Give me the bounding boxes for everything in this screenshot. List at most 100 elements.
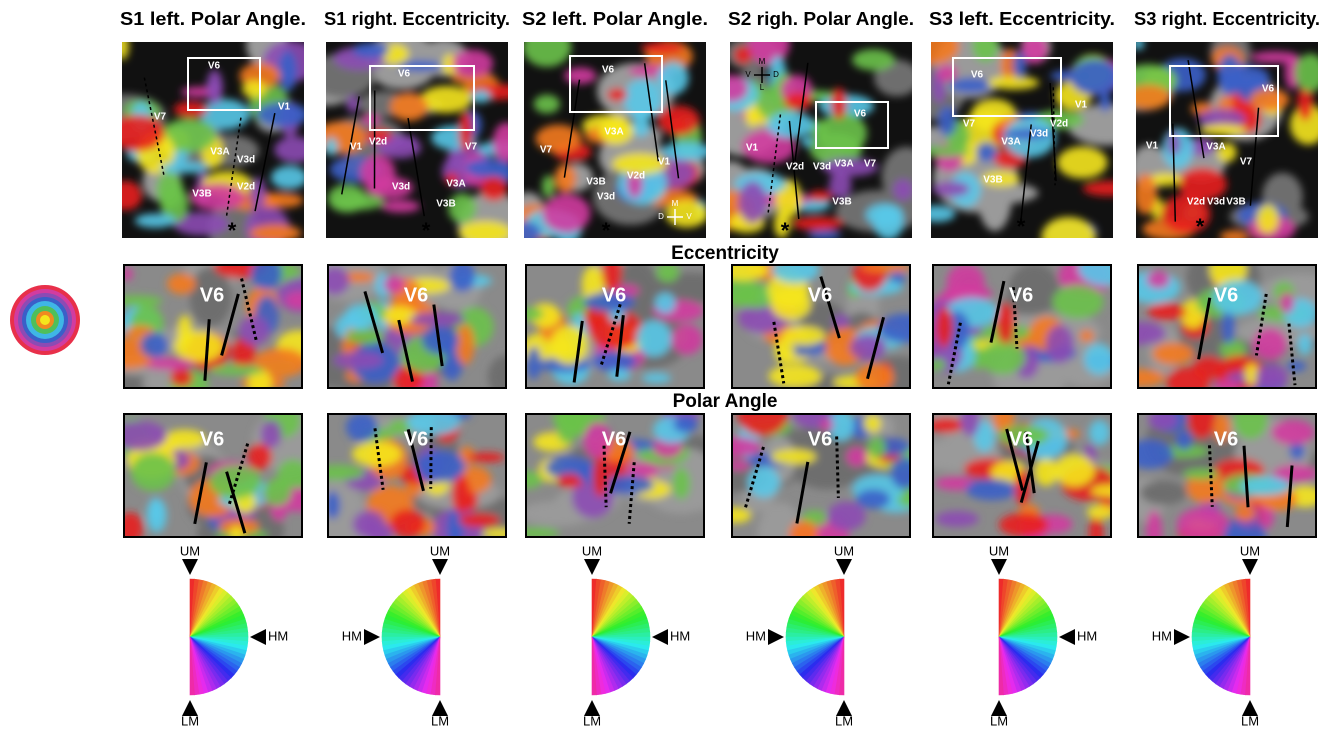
marker-label: LM (1241, 713, 1259, 728)
color-blob (850, 334, 886, 360)
color-blob (891, 457, 918, 490)
region-label: V1 (1146, 141, 1159, 152)
marker-label: UM (582, 543, 602, 558)
color-blob (1127, 85, 1171, 109)
color-blob (384, 276, 406, 293)
marker-arrow (250, 629, 266, 645)
color-blob (390, 92, 428, 121)
region-label: V2d (1187, 197, 1205, 208)
color-blob (1176, 430, 1193, 450)
region-label: V3A (1001, 137, 1020, 148)
region-label: V6 (1262, 84, 1275, 95)
zoom-label: V6 (808, 428, 832, 450)
color-blob (353, 510, 386, 538)
color-blob (1146, 511, 1162, 552)
color-blob (209, 365, 264, 376)
color-blob (468, 452, 505, 463)
region-label: V3d (813, 162, 831, 173)
color-blob (1126, 440, 1173, 470)
gray-patch (1140, 481, 1187, 505)
color-blob (1199, 124, 1246, 135)
color-blob (921, 146, 970, 157)
color-blob (980, 341, 1025, 374)
page: Eccentricity Polar Angle S1 left. Polar … (0, 0, 1330, 732)
panel-image (482, 27, 712, 246)
color-blob (607, 88, 627, 101)
color-blob (714, 75, 748, 102)
color-blob (121, 267, 133, 280)
marker-label: LM (835, 713, 853, 728)
color-blob (160, 162, 209, 173)
row-label: Polar Angle (673, 391, 778, 412)
region-label: V3B (586, 177, 605, 188)
color-blob (1046, 325, 1074, 364)
zoom-label: V6 (404, 428, 428, 450)
compass-label: M (759, 57, 766, 66)
color-blob (852, 49, 895, 70)
color-blob (452, 475, 471, 514)
color-blob (320, 267, 350, 295)
color-blob (278, 50, 297, 91)
color-blob (274, 137, 316, 163)
region-label: V3d (597, 192, 615, 203)
color-blob (112, 295, 163, 306)
color-blob (170, 368, 192, 387)
color-blob (827, 502, 866, 531)
color-blob (771, 449, 817, 464)
color-blob (209, 465, 261, 499)
color-blob (459, 221, 512, 244)
color-blob (772, 257, 819, 283)
color-blob (542, 194, 590, 233)
color-blob (1013, 51, 1027, 78)
color-blob (1079, 330, 1093, 342)
color-blob (131, 453, 176, 491)
color-blob (156, 172, 183, 210)
color-blob (141, 332, 169, 358)
region-label: V2d (1050, 119, 1068, 130)
zoom-label: V6 (404, 284, 428, 306)
marker-label: HM (1077, 628, 1097, 643)
color-blob (1052, 285, 1103, 319)
blobs (916, 384, 1132, 551)
region-label: V1 (746, 143, 759, 154)
color-blob (507, 221, 541, 245)
marker-arrow (991, 559, 1007, 575)
color-blob (271, 166, 308, 190)
color-blob (893, 179, 913, 200)
color-blob (117, 512, 143, 544)
color-blob (808, 230, 841, 240)
marker-arrow (182, 559, 198, 575)
color-blob (999, 513, 1048, 537)
color-blob (1084, 344, 1114, 375)
region-label: V3A (604, 127, 623, 138)
marker-arrow (1174, 629, 1190, 645)
zoom-label: V6 (1009, 428, 1033, 450)
color-blob (808, 190, 832, 201)
color-blob (1192, 356, 1224, 379)
color-blob (976, 142, 997, 162)
color-blob (1213, 380, 1239, 393)
color-blob (608, 369, 631, 382)
region-label: V1 (1075, 100, 1088, 111)
marker-arrow (1242, 559, 1258, 575)
region-label: V2d (627, 171, 645, 182)
color-blob (1054, 454, 1095, 486)
color-blob (671, 324, 703, 354)
color-blob (1114, 369, 1165, 387)
color-blob (1287, 361, 1307, 372)
color-blob (966, 479, 1018, 501)
panel-image (1122, 399, 1330, 556)
marker-label: HM (1152, 628, 1172, 643)
color-blob (251, 257, 282, 290)
color-blob (459, 513, 500, 527)
panel-image (704, 24, 932, 240)
region-label: V6 (971, 70, 984, 81)
color-blob (1233, 401, 1267, 439)
color-blob (115, 32, 128, 60)
color-blob (263, 479, 291, 506)
color-blob (230, 526, 244, 541)
marker-label: LM (431, 713, 449, 728)
color-blob (239, 316, 270, 345)
color-blob (311, 465, 365, 481)
row-label: Eccentricity (671, 243, 779, 264)
